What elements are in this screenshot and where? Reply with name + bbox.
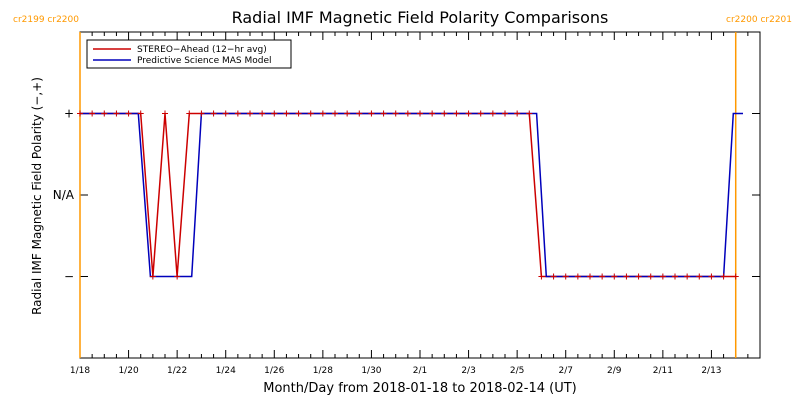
x-tick-label: 2/5 — [510, 366, 524, 376]
plot-frame — [79, 31, 761, 359]
legend-box — [86, 39, 292, 69]
x-tick-label: 2/7 — [558, 366, 572, 376]
x-tick-label: 2/3 — [461, 366, 475, 376]
carrington-marker-label: cr2200 cr2201 — [726, 15, 792, 25]
x-tick-label: 2/11 — [653, 366, 673, 376]
y-tick-label: − — [64, 270, 74, 284]
stereo-series-line — [80, 112, 736, 278]
x-tick-label: 1/28 — [313, 366, 333, 376]
legend: STEREO−Ahead (12−hr avg) Predictive Scie… — [86, 39, 292, 69]
x-tick-label: 2/9 — [607, 366, 622, 376]
y-tick-label: + — [64, 107, 74, 121]
x-tick-label: 1/24 — [216, 366, 236, 376]
carrington-marker-label: cr2199 cr2200 — [13, 15, 79, 25]
chart-title: Radial IMF Magnetic Field Polarity Compa… — [232, 8, 609, 27]
x-tick-label: 1/26 — [264, 366, 284, 376]
legend-label-mas: Predictive Science MAS Model — [137, 56, 272, 66]
x-tick-label: 1/18 — [70, 366, 90, 376]
x-tick-label: 2/13 — [701, 366, 721, 376]
legend-label-stereo: STEREO−Ahead (12−hr avg) — [137, 45, 267, 55]
x-axis-label: Month/Day from 2018-01-18 to 2018-02-14 … — [263, 381, 576, 396]
x-tick-label: 1/30 — [361, 366, 381, 376]
x-tick-label: 1/22 — [167, 366, 187, 376]
x-tick-label: 2/1 — [413, 366, 427, 376]
x-tick-label: 1/20 — [118, 366, 138, 376]
y-axis-label: Radial IMF Magnetic Field Polarity (−,+) — [30, 77, 44, 315]
plot-area: 1/18 1/20 1/22 1/24 1/26 1/28 1/30 2/1 2/3 2/5 2/7… — [13, 15, 792, 376]
y-tick-label: N/A — [53, 188, 75, 202]
